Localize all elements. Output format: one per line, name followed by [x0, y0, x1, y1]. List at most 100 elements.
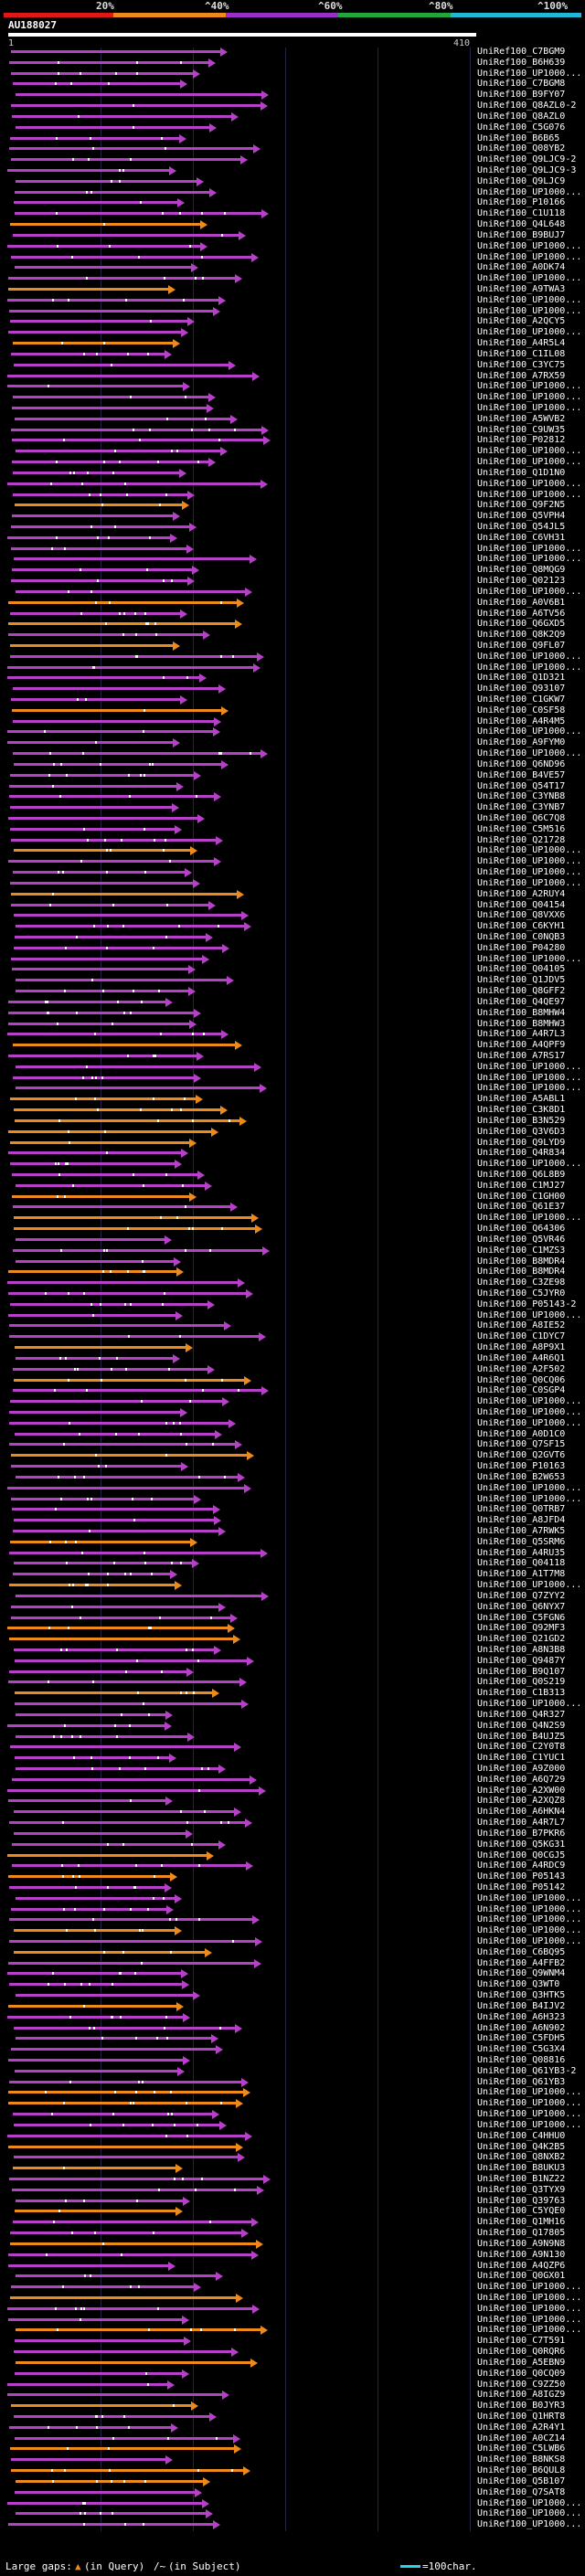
hit-row[interactable]: UniRef100_UP1000...: [0, 2098, 585, 2109]
hit-row[interactable]: UniRef100_A9N9N8: [0, 2239, 585, 2249]
alignment-bar[interactable]: [8, 622, 235, 626]
hit-row[interactable]: UniRef100_Q64306: [0, 1224, 585, 1235]
alignment-bar[interactable]: [11, 2048, 216, 2051]
hit-row[interactable]: UniRef100_C3YNB7: [0, 802, 585, 813]
hit-label-link[interactable]: UniRef100_C7BGM9: [477, 47, 566, 57]
hit-label-link[interactable]: UniRef100_Q21GD2: [477, 1634, 566, 1645]
hit-label-link[interactable]: UniRef100_A6TV56: [477, 608, 566, 619]
hit-row[interactable]: UniRef100_A8IE52: [0, 1320, 585, 1331]
alignment-bar[interactable]: [10, 320, 187, 323]
alignment-bar[interactable]: [13, 752, 261, 756]
alignment-bar[interactable]: [7, 1281, 238, 1285]
hit-label-link[interactable]: UniRef100_UP1000...: [477, 251, 582, 262]
hit-row[interactable]: UniRef100_A9TWA3: [0, 284, 585, 294]
alignment-bar[interactable]: [7, 2393, 222, 2397]
hit-label-link[interactable]: UniRef100_B6B65: [477, 133, 560, 143]
hit-label-link[interactable]: UniRef100_Q92MF3: [477, 1623, 566, 1634]
alignment-bar[interactable]: [16, 925, 244, 928]
hit-label-link[interactable]: UniRef100_UP1000...: [477, 305, 582, 316]
hit-row[interactable]: UniRef100_C5LWB6: [0, 2443, 585, 2454]
alignment-bar[interactable]: [12, 406, 207, 409]
hit-row[interactable]: UniRef100_Q17805: [0, 2228, 585, 2239]
hit-row[interactable]: UniRef100_A5WVB2: [0, 414, 585, 424]
alignment-bar[interactable]: [14, 1810, 234, 1814]
alignment-bar[interactable]: [14, 1562, 192, 1565]
alignment-bar[interactable]: [11, 525, 189, 528]
hit-row[interactable]: UniRef100_UP1000...: [0, 1418, 585, 1428]
alignment-bar[interactable]: [8, 1799, 165, 1803]
hit-label-link[interactable]: UniRef100_Q4K2B5: [477, 2141, 566, 2152]
hit-label-link[interactable]: UniRef100_C0NQB3: [477, 932, 566, 943]
alignment-bar[interactable]: [16, 450, 220, 453]
hit-label-link[interactable]: UniRef100_C2Y0T8: [477, 1742, 566, 1753]
alignment-bar[interactable]: [7, 1788, 259, 1792]
hit-row[interactable]: UniRef100_Q08816: [0, 2055, 585, 2066]
hit-label-link[interactable]: UniRef100_C3YNB8: [477, 791, 566, 802]
alignment-bar[interactable]: [11, 1907, 166, 1911]
hit-label-link[interactable]: UniRef100_Q9LJC9: [477, 175, 566, 186]
hit-label-link[interactable]: UniRef100_UP1000...: [477, 586, 582, 597]
hit-label-link[interactable]: UniRef100_A4R5L4: [477, 338, 566, 349]
hit-label-link[interactable]: UniRef100_Q1JDV5: [477, 975, 566, 986]
hit-label-link[interactable]: UniRef100_B6QUL8: [477, 2465, 566, 2476]
hit-label-link[interactable]: UniRef100_Q9FL07: [477, 640, 566, 651]
hit-label-link[interactable]: UniRef100_Q04154: [477, 899, 566, 910]
hit-label-link[interactable]: UniRef100_A2XQZ8: [477, 1796, 566, 1807]
alignment-bar[interactable]: [9, 1584, 175, 1587]
alignment-bar[interactable]: [7, 1972, 181, 1976]
alignment-bar[interactable]: [10, 223, 200, 227]
alignment-bar[interactable]: [11, 71, 193, 75]
hit-label-link[interactable]: UniRef100_C3K8D1: [477, 1105, 566, 1116]
alignment-bar[interactable]: [9, 1443, 235, 1447]
hit-row[interactable]: UniRef100_UP1000...: [0, 663, 585, 673]
alignment-bar[interactable]: [9, 1670, 186, 1673]
hit-row[interactable]: UniRef100_Q1JDV5: [0, 975, 585, 986]
alignment-bar[interactable]: [16, 125, 209, 129]
hit-label-link[interactable]: UniRef100_C1YUC1: [477, 1753, 566, 1764]
hit-row[interactable]: UniRef100_A7RX59: [0, 371, 585, 381]
hit-row[interactable]: UniRef100_UP1000...: [0, 1699, 585, 1710]
hit-row[interactable]: UniRef100_Q54T17: [0, 781, 585, 791]
hit-label-link[interactable]: UniRef100_UP1000...: [477, 489, 582, 500]
alignment-bar[interactable]: [10, 1745, 234, 1749]
hit-row[interactable]: UniRef100_A0V6B1: [0, 598, 585, 608]
alignment-bar[interactable]: [14, 2156, 238, 2159]
alignment-bar[interactable]: [8, 633, 203, 637]
alignment-bar[interactable]: [14, 1227, 255, 1231]
hit-row[interactable]: UniRef100_Q0CQ06: [0, 1375, 585, 1385]
alignment-bar[interactable]: [16, 2328, 261, 2332]
hit-label-link[interactable]: UniRef100_UP1000...: [477, 478, 582, 489]
alignment-bar[interactable]: [10, 2242, 256, 2245]
hit-row[interactable]: UniRef100_Q93107: [0, 684, 585, 694]
hit-label-link[interactable]: UniRef100_Q02123: [477, 576, 566, 587]
alignment-bar[interactable]: [9, 1940, 255, 1944]
hit-row[interactable]: UniRef100_Q7SF15: [0, 1439, 585, 1450]
alignment-bar[interactable]: [13, 1205, 230, 1209]
alignment-bar[interactable]: [7, 665, 253, 669]
hit-label-link[interactable]: UniRef100_B9Q107: [477, 1666, 566, 1677]
hit-label-link[interactable]: UniRef100_Q0RQR6: [477, 2347, 566, 2358]
alignment-bar[interactable]: [12, 514, 173, 518]
alignment-bar[interactable]: [16, 1259, 174, 1263]
alignment-bar[interactable]: [13, 1367, 207, 1371]
hit-row[interactable]: UniRef100_Q7ZYY2: [0, 1591, 585, 1601]
alignment-bar[interactable]: [14, 201, 177, 205]
hit-row[interactable]: UniRef100_C1DYC7: [0, 1331, 585, 1342]
hit-row[interactable]: UniRef100_UP1000...: [0, 1083, 585, 1094]
hit-label-link[interactable]: UniRef100_UP1000...: [477, 877, 582, 888]
hit-row[interactable]: UniRef100_Q8GFF2: [0, 986, 585, 997]
hit-row[interactable]: UniRef100_UP1000...: [0, 1396, 585, 1407]
hit-label-link[interactable]: UniRef100_UP1000...: [477, 1061, 582, 1072]
hit-label-link[interactable]: UniRef100_A8P9X1: [477, 1342, 566, 1353]
hit-row[interactable]: UniRef100_Q6L8B9: [0, 1170, 585, 1180]
alignment-bar[interactable]: [8, 1961, 254, 1965]
alignment-bar[interactable]: [12, 1508, 213, 1511]
hit-label-link[interactable]: UniRef100_UP1000...: [477, 392, 582, 403]
alignment-bar[interactable]: [11, 892, 237, 896]
hit-label-link[interactable]: UniRef100_C1DYC7: [477, 1331, 566, 1342]
hit-label-link[interactable]: UniRef100_C1IL08: [477, 348, 566, 359]
hit-label-link[interactable]: UniRef100_Q9LYD9: [477, 1137, 566, 1148]
hit-label-link[interactable]: UniRef100_C3YC75: [477, 359, 566, 370]
hit-row[interactable]: UniRef100_UP1000...: [0, 251, 585, 262]
hit-row[interactable]: UniRef100_UP1000...: [0, 403, 585, 413]
